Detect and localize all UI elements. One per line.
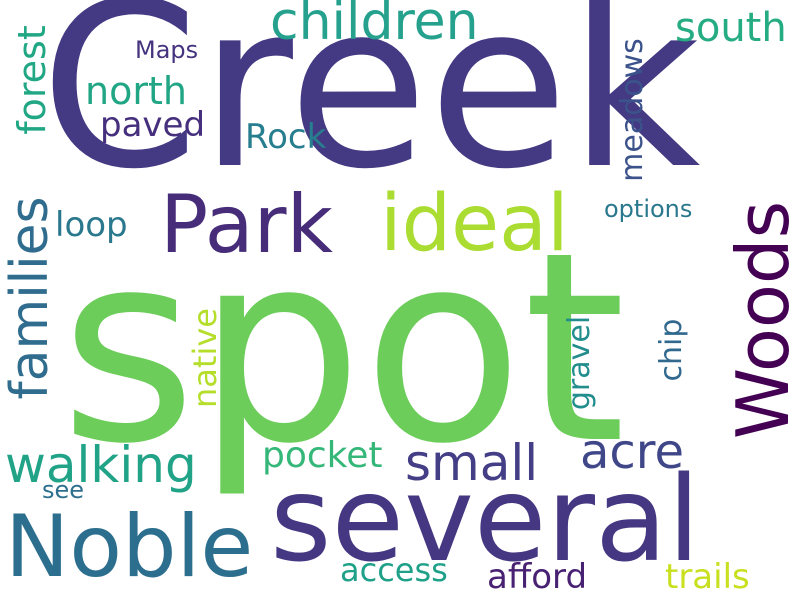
word-forest: forest	[10, 25, 54, 135]
word-meadows: meadows	[615, 38, 650, 182]
word-woods: Woods	[721, 200, 800, 440]
word-south: south	[675, 5, 787, 51]
word-small: small	[405, 434, 539, 492]
word-options: options	[604, 195, 693, 223]
word-creek: Creek	[40, 0, 701, 219]
word-paved: paved	[100, 105, 206, 145]
word-spot: spot	[60, 196, 626, 501]
word-gravel: gravel	[562, 315, 597, 411]
word-see: see	[42, 476, 85, 504]
word-chip: chip	[654, 318, 689, 382]
word-pocket: pocket	[262, 435, 383, 476]
word-families: families	[0, 196, 60, 400]
word-several: several	[270, 450, 701, 588]
word-children: children	[270, 0, 479, 52]
word-ideal: ideal	[380, 179, 569, 269]
word-loop: loop	[55, 205, 128, 245]
word-acre: acre	[580, 424, 685, 480]
word-park: Park	[160, 178, 333, 271]
word-native: native	[186, 308, 224, 408]
word-access: access	[340, 551, 448, 589]
word-trails: trails	[665, 557, 750, 597]
word-rock: Rock	[245, 117, 327, 157]
word-walking: walking	[5, 436, 197, 494]
word-afford: afford	[487, 557, 588, 597]
word-noble: Noble	[5, 497, 254, 597]
word-north: north	[85, 69, 187, 113]
word-maps: Maps	[135, 36, 199, 64]
